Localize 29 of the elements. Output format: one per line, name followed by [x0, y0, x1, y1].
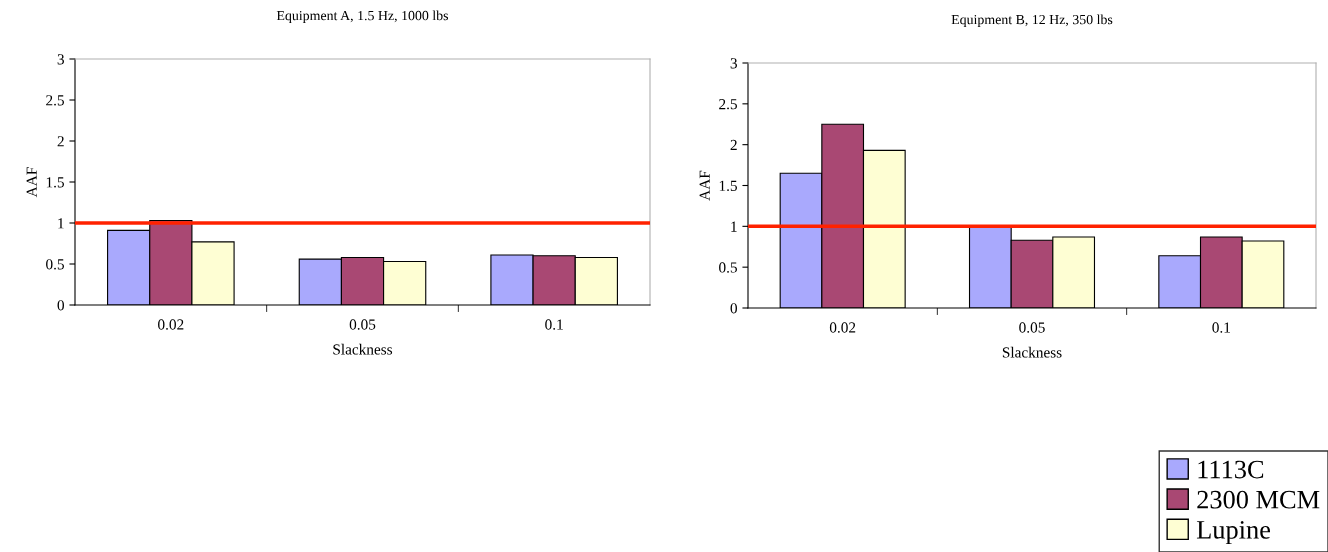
- y-tick-label: 1.5: [46, 177, 64, 188]
- chart-title: Equipment A, 1.5 Hz, 1000 lbs: [276, 10, 449, 24]
- legend-label: 2300 MCM: [1197, 490, 1320, 509]
- y-tick-label: 0.5: [719, 262, 737, 273]
- x-tick-label: 0.05: [1019, 322, 1045, 333]
- x-axis-title: Slackness: [333, 343, 393, 355]
- y-tick-label: 0: [57, 300, 64, 311]
- x-tick-label: 0.1: [545, 319, 563, 330]
- y-axis-title: AAF: [699, 170, 710, 201]
- legend-label: 1113C: [1198, 460, 1264, 479]
- y-tick-label: 1: [58, 218, 64, 229]
- chart-title: Equipment B, 12 Hz, 350 lbs: [951, 14, 1113, 28]
- y-tick-label: 2.5: [719, 99, 737, 110]
- legend-label: Lupine: [1196, 520, 1271, 545]
- y-tick-label: 0: [730, 303, 737, 314]
- y-tick-label: 2.5: [46, 95, 64, 106]
- y-tick-label: 1.5: [719, 180, 737, 192]
- x-tick-label: 0.1: [1212, 322, 1230, 333]
- y-tick-label: 1: [731, 221, 737, 232]
- x-axis-title: Slackness: [1002, 346, 1062, 358]
- y-tick-label: 0.5: [46, 259, 64, 270]
- x-tick-label: 0.02: [829, 322, 856, 333]
- y-tick-label: 2: [730, 139, 737, 150]
- y-tick-label: 2: [57, 136, 64, 147]
- x-tick-label: 0.02: [158, 319, 184, 330]
- y-tick-label: 3: [57, 54, 64, 65]
- y-axis-title: AAF: [26, 167, 37, 198]
- x-tick-label: 0.05: [349, 319, 376, 330]
- y-tick-label: 3: [730, 58, 737, 69]
